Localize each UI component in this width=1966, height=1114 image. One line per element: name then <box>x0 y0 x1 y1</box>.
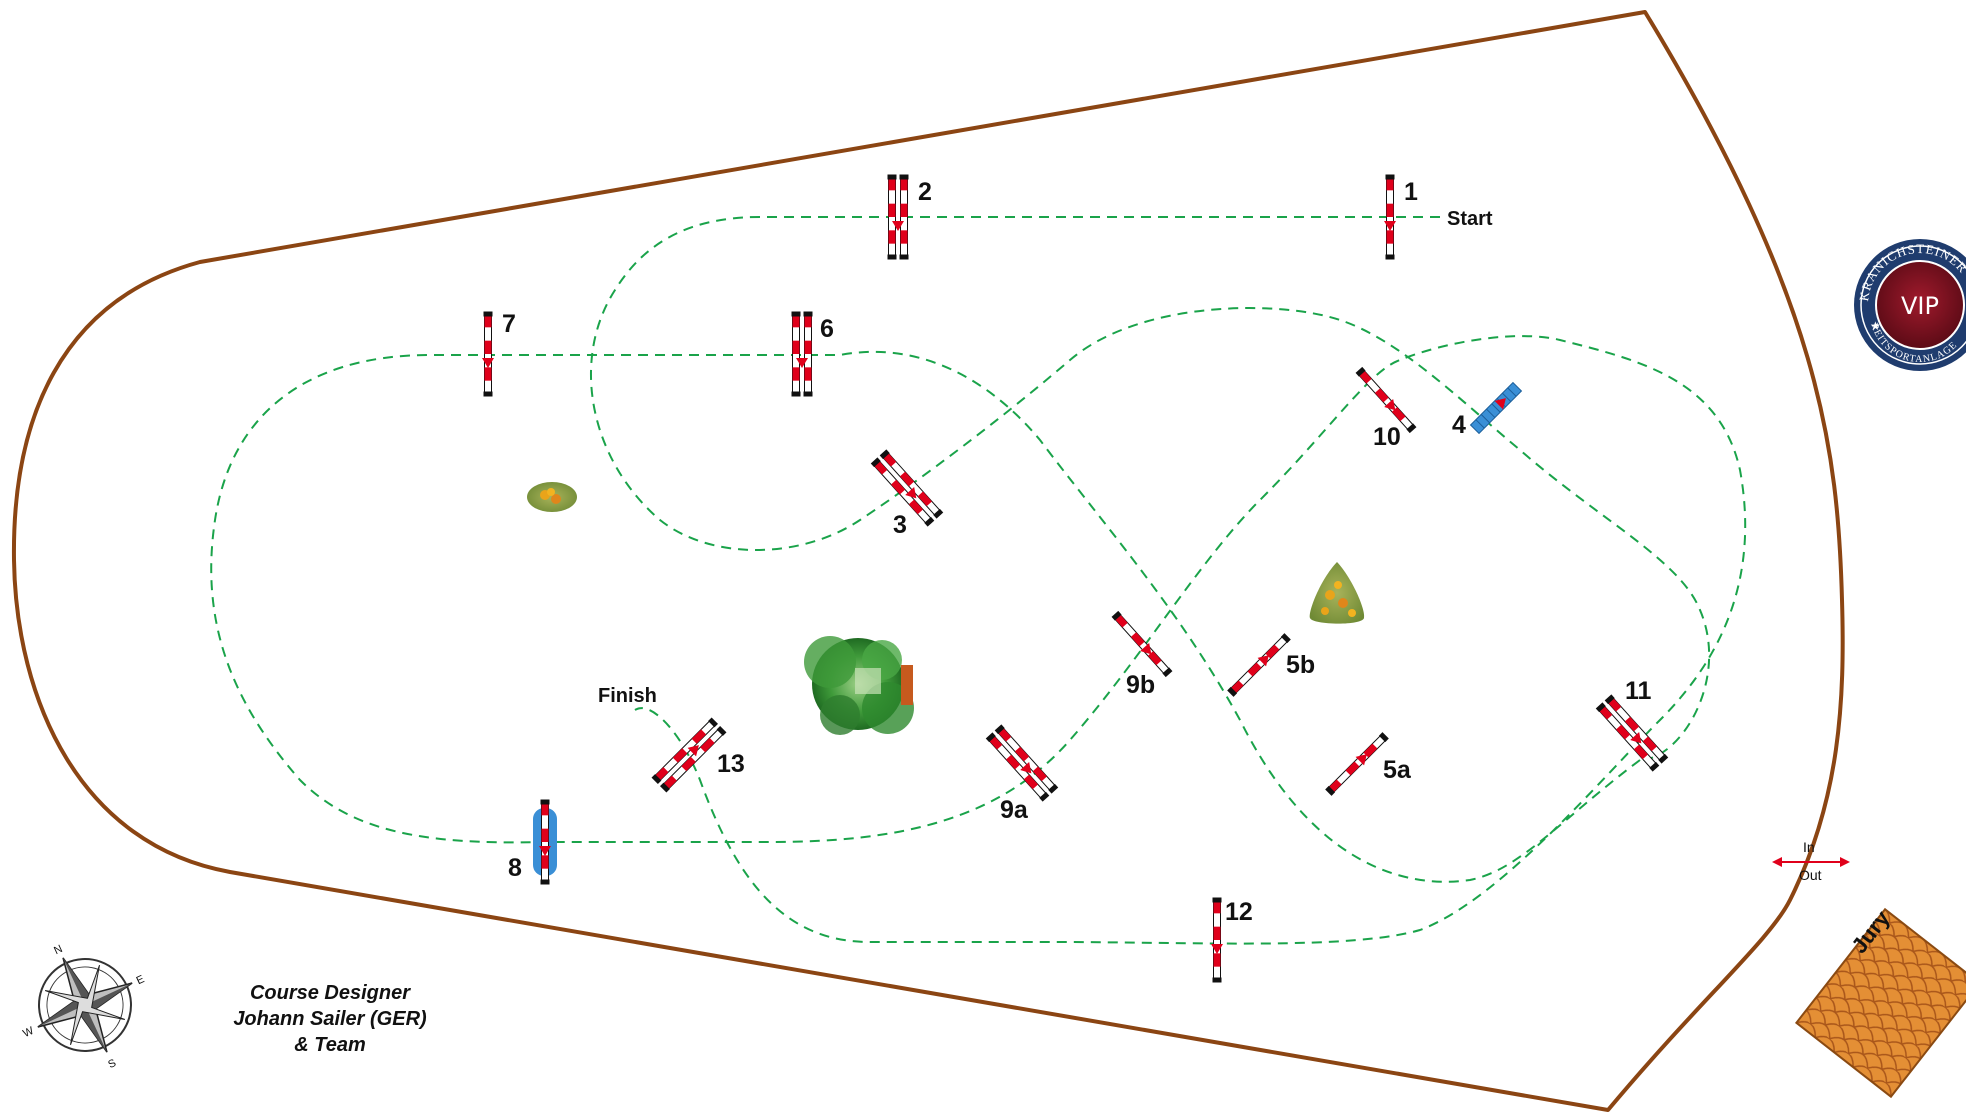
obstacle-3 <box>870 449 944 527</box>
fence-label-8: 8 <box>508 854 522 882</box>
fence-label-12: 12 <box>1225 898 1253 926</box>
fence-label-11: 11 <box>1625 677 1652 705</box>
obstacle-11 <box>1595 694 1669 772</box>
obstacle-4 <box>1469 381 1523 435</box>
fence-label-2: 2 <box>918 178 932 206</box>
fence-label-1: 1 <box>1404 178 1418 206</box>
fence-label-7: 7 <box>502 310 516 338</box>
obstacle-12 <box>1211 897 1223 983</box>
vip-label: VIP <box>1901 292 1939 320</box>
fence-label-3: 3 <box>893 511 907 539</box>
svg-text:★: ★ <box>1870 319 1881 333</box>
fence-label-5a: 5a <box>1383 756 1412 784</box>
compass-w: W <box>21 1025 36 1041</box>
fence-label-6: 6 <box>820 315 834 343</box>
out-label: Out <box>1799 867 1822 883</box>
obstacle-8 <box>533 799 557 885</box>
in-out-marker: In Out <box>1772 839 1850 883</box>
obstacle-9a <box>985 724 1059 802</box>
designer-title: Course Designer <box>249 982 411 1004</box>
fence-label-4: 4 <box>1452 411 1466 439</box>
obstacle-13 <box>651 717 727 793</box>
fence-label-10: 10 <box>1373 423 1401 451</box>
finish-label: Finish <box>598 685 657 707</box>
compass-n: N <box>52 943 64 957</box>
compass-rose: N E S W <box>21 943 147 1071</box>
compass-s: S <box>106 1057 118 1071</box>
fence-label-5b: 5b <box>1286 651 1315 679</box>
arena-boundary <box>11 10 1845 1112</box>
course-designer-credit: Course Designer Johann Sailer (GER) & Te… <box>200 980 460 1058</box>
jury-box: Jury <box>1794 905 1966 1099</box>
tree-group <box>804 636 914 735</box>
bush-cone <box>1309 562 1365 624</box>
designer-name: Johann Sailer (GER) <box>233 1008 427 1030</box>
obstacle-7 <box>482 311 494 397</box>
obstacle-5b <box>1227 633 1291 697</box>
obstacle-1 <box>1384 174 1396 260</box>
fence-label-9a: 9a <box>1000 796 1029 824</box>
bush-small <box>527 482 577 512</box>
fence-label-9b: 9b <box>1126 671 1155 699</box>
compass-e: E <box>135 973 147 987</box>
start-label: Start <box>1447 208 1493 230</box>
obstacle-9b <box>1111 610 1173 678</box>
obstacles-layer <box>482 174 1669 983</box>
route-path <box>210 216 1747 945</box>
obstacle-10 <box>1355 366 1417 434</box>
obstacle-2 <box>887 174 909 260</box>
obstacle-5a <box>1325 732 1389 796</box>
fence-label-13: 13 <box>717 750 745 778</box>
fence-numbers: 1 2 3 4 5a 5b 6 7 8 9a 9b 10 11 12 13 <box>502 178 1652 926</box>
obstacle-6 <box>791 311 813 397</box>
designer-team: & Team <box>294 1034 366 1056</box>
in-label: In <box>1803 839 1815 855</box>
